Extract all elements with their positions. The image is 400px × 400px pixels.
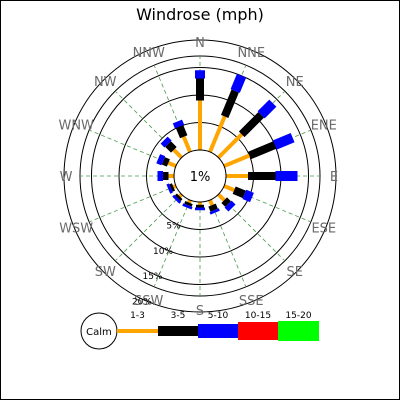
calm-percent-label: 1% xyxy=(190,170,211,185)
ring-label-4: 20% xyxy=(132,298,152,308)
petal-nnw-3-5 xyxy=(175,125,188,139)
petal-wsw-3-5 xyxy=(169,183,175,192)
petal-sw-3-5 xyxy=(174,193,183,202)
grid-spoke-sse xyxy=(209,199,247,288)
grid-ring-4 xyxy=(63,39,337,313)
petal-sse-1-3 xyxy=(208,199,214,206)
petal-se-5-10 xyxy=(224,200,236,212)
petal-nw-1-3 xyxy=(172,148,184,160)
legend-label-15-20: 15-20 xyxy=(285,311,311,321)
petal-ne-5-10 xyxy=(257,99,277,119)
petal-ne-3-5 xyxy=(238,112,264,138)
direction-label-ene: ENE xyxy=(311,119,337,134)
legend-label-1-3: 1-3 xyxy=(130,311,145,321)
direction-label-w: W xyxy=(60,170,73,185)
petal-wnw-3-5 xyxy=(161,157,170,167)
legend-swatch-15-20 xyxy=(278,321,319,341)
petal-ese-3-5 xyxy=(232,186,246,199)
calm-center: 1% xyxy=(173,149,227,203)
petal-se-1-3 xyxy=(216,192,226,202)
direction-label-ne: NE xyxy=(286,75,304,90)
petal-sw-5-10 xyxy=(172,194,182,204)
petal-ssw-3-5 xyxy=(184,201,193,207)
petal-nne-3-5 xyxy=(220,89,239,118)
direction-label-nw: NW xyxy=(94,75,117,90)
petal-wsw-5-10 xyxy=(166,183,173,194)
legend-calm-label: Calm xyxy=(86,327,112,338)
direction-labels: N NNE NE ENE E ESE SE SSE S SSW SW WSW W WNW NW NNW xyxy=(58,36,338,319)
petal-nw-5-10 xyxy=(160,136,172,148)
petal-nnw-1-3 xyxy=(181,135,192,153)
direction-label-s: S xyxy=(196,304,204,319)
legend-label-10-15: 10-15 xyxy=(245,311,271,321)
grid-spoke-wsw xyxy=(88,185,177,223)
petal-ese-5-10 xyxy=(242,189,254,203)
petal-sse-3-5 xyxy=(208,203,218,212)
ring-label-3: 15% xyxy=(142,272,162,282)
chart-title: Windrose (mph) xyxy=(136,5,264,24)
direction-label-se: SE xyxy=(287,265,303,280)
petal-wnw-1-3 xyxy=(167,161,177,168)
petal-nw-3-5 xyxy=(165,141,177,153)
legend-swatch-1-3 xyxy=(117,329,158,333)
direction-label-nnw: NNW xyxy=(133,46,165,61)
direction-label-wsw: WSW xyxy=(59,221,93,236)
direction-label-sw: SW xyxy=(95,265,116,280)
petal-wnw-5-10 xyxy=(156,154,166,166)
direction-label-e: E xyxy=(330,170,338,185)
direction-label-sse: SSE xyxy=(239,294,264,309)
petal-nnw-5-10 xyxy=(172,119,185,129)
legend-label-3-5: 3-5 xyxy=(171,311,186,321)
grid-spoke-sw xyxy=(114,194,182,262)
ring-label-2: 10% xyxy=(153,247,173,257)
petal-ese-1-3 xyxy=(223,184,235,193)
direction-label-wnw: WNW xyxy=(58,119,94,134)
petal-se-3-5 xyxy=(221,197,231,207)
legend-label-5-10: 5-10 xyxy=(208,311,229,321)
petal-ene-5-10 xyxy=(272,133,295,150)
grid-spoke-ssw xyxy=(153,199,191,288)
direction-label-ese: ESE xyxy=(311,221,336,236)
grid-ring-3 xyxy=(91,67,309,285)
petal-nne-5-10 xyxy=(230,73,247,93)
petal-sse-5-10 xyxy=(209,208,220,215)
ring-label-1: 5% xyxy=(166,221,181,231)
petals xyxy=(156,70,298,215)
direction-label-nne: NNE xyxy=(237,46,265,61)
legend-swatch-5-10 xyxy=(198,324,238,338)
petal-nne-1-3 xyxy=(208,115,227,153)
petal-ene-3-5 xyxy=(247,141,277,160)
petal-ne-1-3 xyxy=(216,132,244,160)
legend-swatch-10-15 xyxy=(238,322,278,340)
petal-ene-1-3 xyxy=(223,153,251,168)
petal-ssw-5-10 xyxy=(182,203,193,210)
calm-circle xyxy=(173,149,227,203)
direction-label-n: N xyxy=(195,36,205,51)
direction-label-ssw: SSW xyxy=(134,294,164,309)
legend: Calm 1-3 3-5 5-10 10-15 15-20 xyxy=(80,311,319,350)
legend-swatch-3-5 xyxy=(158,326,198,336)
ring-labels: 5% 10% 15% 20% xyxy=(132,221,181,307)
